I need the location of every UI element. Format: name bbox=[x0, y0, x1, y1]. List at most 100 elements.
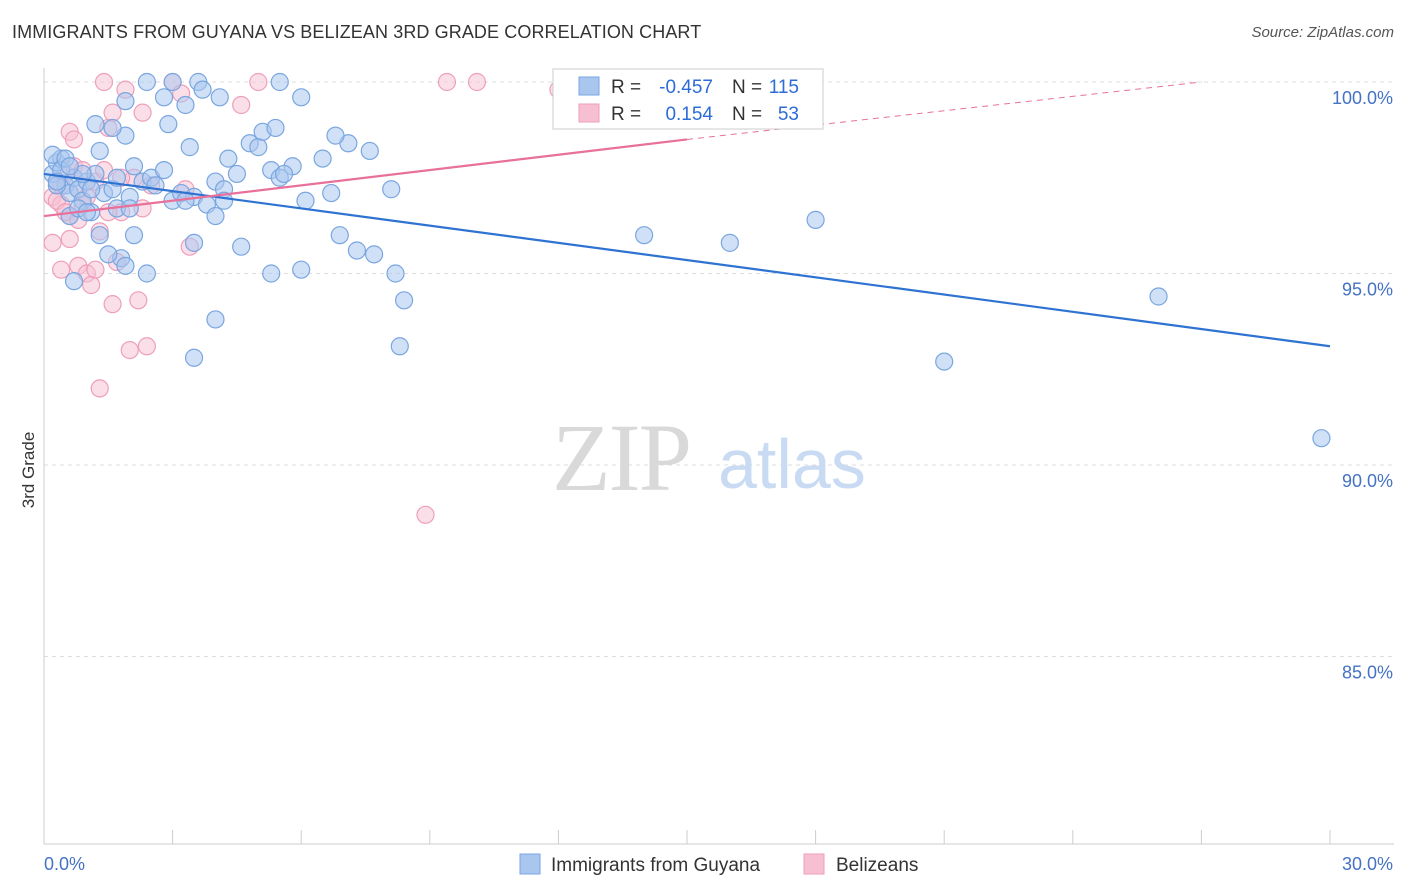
x-tick-label-1: 30.0% bbox=[1342, 854, 1393, 874]
point-guyana-84 bbox=[266, 118, 285, 138]
legend-swatch-guyana bbox=[578, 76, 600, 96]
point-guyana-76 bbox=[390, 337, 409, 356]
x-axis-ticks bbox=[43, 830, 1331, 844]
point-belizeans-19 bbox=[120, 341, 139, 360]
point-guyana-46 bbox=[210, 88, 229, 107]
point-belizeans-18 bbox=[129, 291, 148, 310]
point-guyana-49 bbox=[176, 95, 195, 115]
point-guyana-91 bbox=[720, 233, 739, 252]
grid bbox=[44, 81, 1394, 657]
trend-lines bbox=[43, 81, 1331, 348]
point-guyana-53 bbox=[219, 149, 238, 168]
point-guyana-67 bbox=[262, 264, 281, 283]
bottom-legend-label-guyana: Immigrants from Guyana bbox=[551, 855, 760, 876]
point-guyana-51 bbox=[159, 115, 178, 134]
point-belizeans-10 bbox=[43, 233, 62, 252]
trend-line-belizeans-extension bbox=[686, 81, 1202, 140]
point-guyana-96 bbox=[86, 115, 105, 134]
correlation-legend: R = -0.457 N = 115 R = 0.154 N = 53 bbox=[552, 68, 824, 130]
point-guyana-47 bbox=[292, 88, 311, 107]
point-guyana-75 bbox=[184, 348, 204, 367]
point-belizeans-11 bbox=[52, 260, 71, 279]
point-guyana-95 bbox=[1312, 429, 1331, 448]
point-guyana-55 bbox=[313, 149, 332, 168]
point-guyana-57 bbox=[360, 141, 379, 161]
point-guyana-93 bbox=[935, 352, 954, 371]
series-guyana-points bbox=[43, 72, 1331, 448]
x-tick-label-0: 0.0% bbox=[44, 854, 85, 874]
point-guyana-60 bbox=[124, 226, 144, 245]
point-guyana-98 bbox=[47, 172, 66, 191]
point-guyana-63 bbox=[116, 256, 135, 275]
point-belizeans-21 bbox=[90, 379, 109, 398]
point-guyana-26 bbox=[154, 160, 174, 180]
watermark-zip: ZIP bbox=[552, 404, 690, 511]
point-guyana-45 bbox=[193, 80, 212, 99]
point-guyana-35 bbox=[249, 138, 268, 157]
point-guyana-33 bbox=[227, 164, 246, 184]
y-tick-label-1: 95.0% bbox=[1342, 280, 1393, 300]
y-axis-tick-labels: 100.0% 95.0% 90.0% 85.0% bbox=[1332, 88, 1393, 683]
point-guyana-80 bbox=[206, 206, 225, 226]
point-guyana-73 bbox=[394, 291, 414, 310]
point-guyana-70 bbox=[347, 241, 367, 260]
point-guyana-61 bbox=[90, 226, 109, 245]
legend-swatch-belizeans bbox=[578, 103, 600, 123]
watermark: ZIP atlas bbox=[552, 404, 866, 511]
point-belizeans-38 bbox=[437, 72, 457, 92]
point-belizeans-37 bbox=[249, 72, 268, 92]
point-belizeans-39 bbox=[467, 72, 487, 92]
point-guyana-43 bbox=[270, 72, 289, 92]
y-tick-label-3: 85.0% bbox=[1342, 663, 1393, 683]
point-guyana-24 bbox=[124, 157, 144, 176]
legend-r-value-2: 0.154 bbox=[665, 104, 713, 125]
point-guyana-72 bbox=[386, 264, 405, 283]
point-guyana-39 bbox=[296, 191, 315, 210]
point-belizeans-23 bbox=[64, 130, 84, 149]
point-guyana-97 bbox=[82, 180, 101, 199]
point-guyana-50 bbox=[103, 118, 122, 138]
point-guyana-90 bbox=[635, 226, 654, 245]
point-guyana-59 bbox=[382, 180, 401, 199]
point-guyana-40 bbox=[137, 72, 156, 92]
point-guyana-78 bbox=[99, 245, 118, 264]
point-belizeans-20 bbox=[137, 337, 156, 356]
legend-r-label-2: R = bbox=[611, 104, 641, 125]
point-guyana-65 bbox=[184, 233, 204, 252]
point-belizeans-17 bbox=[103, 295, 122, 314]
point-belizeans-41 bbox=[94, 72, 114, 92]
point-guyana-71 bbox=[364, 245, 384, 264]
point-guyana-66 bbox=[232, 237, 251, 256]
chart-source: Source: ZipAtlas.com bbox=[1251, 24, 1394, 41]
legend-n-value-1: 115 bbox=[769, 77, 799, 98]
bottom-legend: Immigrants from Guyana Belizeans bbox=[519, 853, 918, 876]
legend-n-label-1: N = bbox=[732, 77, 762, 98]
trend-line-guyana bbox=[43, 172, 1331, 348]
point-guyana-44 bbox=[154, 88, 174, 107]
point-belizeans-36 bbox=[232, 95, 251, 115]
point-guyana-52 bbox=[180, 138, 199, 157]
point-belizeans-27 bbox=[133, 103, 152, 122]
point-guyana-64 bbox=[137, 264, 156, 283]
chart-title: IMMIGRANTS FROM GUYANA VS BELIZEAN 3RD G… bbox=[12, 22, 702, 42]
x-axis-tick-labels: 0.0% 30.0% bbox=[44, 854, 1393, 874]
bottom-legend-label-belizeans: Belizeans bbox=[836, 855, 918, 876]
point-guyana-86 bbox=[107, 168, 126, 187]
point-guyana-94 bbox=[1149, 287, 1168, 306]
legend-r-label-1: R = bbox=[611, 77, 641, 98]
point-guyana-99 bbox=[60, 157, 79, 176]
bottom-legend-swatch-belizeans bbox=[803, 853, 825, 875]
point-guyana-88 bbox=[146, 176, 165, 195]
point-guyana-79 bbox=[120, 199, 139, 218]
trend-line-belizeans bbox=[43, 138, 688, 218]
point-guyana-41 bbox=[163, 72, 182, 92]
legend-n-value-2: 53 bbox=[778, 104, 799, 125]
point-guyana-69 bbox=[330, 226, 349, 245]
point-guyana-48 bbox=[116, 92, 135, 111]
point-guyana-22 bbox=[90, 141, 109, 161]
y-axis-title: 3rd Grade bbox=[19, 432, 38, 509]
point-guyana-77 bbox=[64, 272, 84, 291]
point-guyana-83 bbox=[326, 126, 345, 145]
watermark-atlas: atlas bbox=[718, 425, 866, 503]
